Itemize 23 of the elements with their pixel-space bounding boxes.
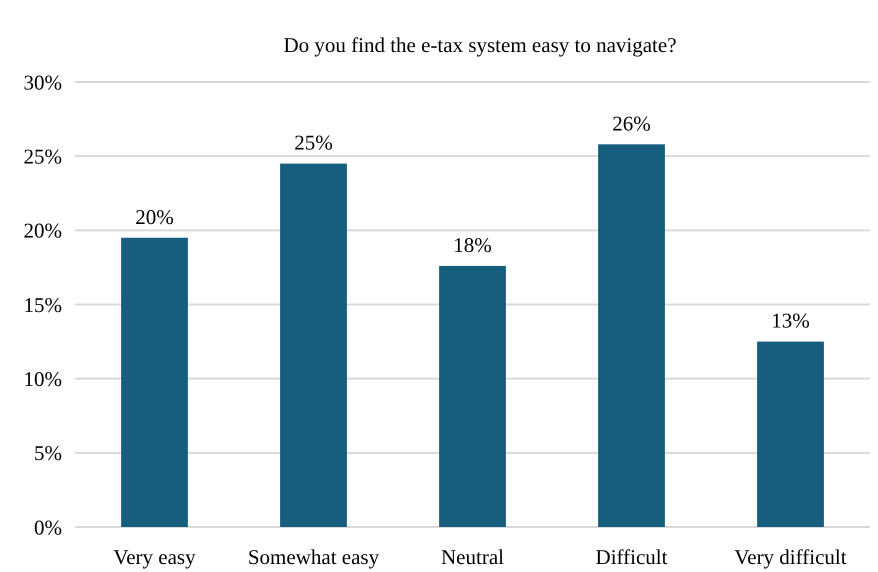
y-tick-label: 0%	[34, 515, 62, 540]
data-label: 25%	[294, 130, 333, 155]
y-tick-label: 25%	[24, 144, 62, 169]
y-tick-label: 10%	[24, 367, 62, 392]
bar	[439, 266, 506, 527]
chart-title: Do you find the e-tax system easy to navigate?	[283, 33, 677, 57]
data-label: 18%	[453, 232, 492, 257]
bar	[598, 144, 665, 527]
bar	[121, 238, 188, 527]
data-label: 13%	[771, 308, 810, 333]
bar	[757, 342, 824, 527]
data-label: 20%	[135, 204, 174, 229]
x-tick-label: Very difficult	[734, 545, 847, 569]
x-tick-label: Neutral	[441, 545, 504, 569]
x-tick-label: Difficult	[596, 545, 668, 569]
x-tick-label: Somewhat easy	[248, 545, 380, 569]
bar	[280, 164, 347, 527]
y-tick-label: 15%	[24, 292, 62, 317]
x-tick-label: Very easy	[113, 545, 196, 569]
y-tick-label: 5%	[34, 441, 62, 466]
data-label: 26%	[612, 111, 651, 136]
y-tick-label: 20%	[24, 218, 62, 243]
y-tick-label: 30%	[24, 70, 62, 94]
